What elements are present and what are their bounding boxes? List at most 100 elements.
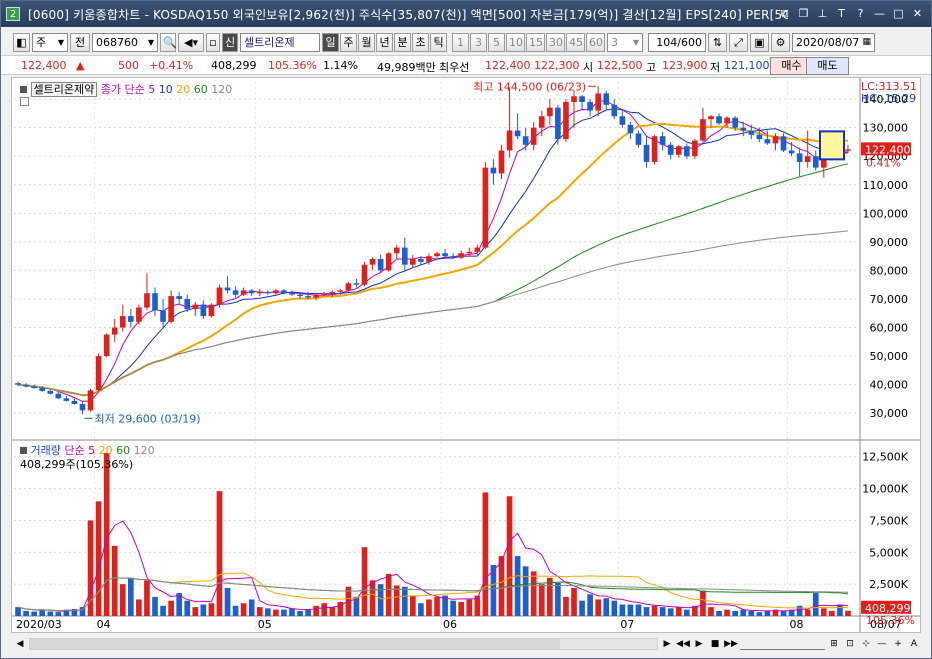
candle-body bbox=[563, 101, 569, 140]
volume-value: 408,299 bbox=[211, 59, 257, 72]
interval-input[interactable]: 3 ▼ bbox=[607, 33, 643, 52]
window-icon: 2 bbox=[6, 7, 20, 21]
play-back-icon[interactable]: ◀◀ bbox=[676, 639, 690, 649]
chart-svg[interactable]: 140,000130,000120,000110,000100,00090,00… bbox=[12, 78, 920, 632]
candle-body bbox=[659, 136, 666, 145]
candle-body bbox=[506, 130, 513, 151]
volume-bar bbox=[71, 608, 78, 616]
volume-bar bbox=[426, 599, 432, 616]
volume-bar bbox=[740, 609, 747, 616]
high-annotation: 최고 144,500 (06/23) bbox=[473, 80, 586, 93]
tab-month[interactable]: 월 bbox=[358, 33, 375, 52]
help-icon[interactable]: ? bbox=[857, 7, 864, 20]
interval-60[interactable]: 60 bbox=[586, 33, 605, 52]
mini-icon[interactable]: ▫ bbox=[206, 33, 220, 52]
candle-body bbox=[466, 251, 473, 254]
volume-bar bbox=[216, 491, 223, 616]
stop-icon[interactable]: ■ bbox=[710, 639, 720, 649]
scroll-left-icon[interactable]: ◀ bbox=[16, 639, 24, 649]
low-annotation: 최저 29,600 (03/19) bbox=[94, 412, 200, 425]
price-tick-label: 130,000 bbox=[863, 122, 909, 135]
interval-30[interactable]: 30 bbox=[546, 33, 565, 52]
high-price: 123,900 bbox=[662, 59, 708, 72]
x-tick-label: 08 bbox=[790, 618, 804, 631]
chart-scrollbar[interactable]: ◀ ▶ ◀◀ ▶ ■ ▶▶ ⊞ ⊡ ⊹ — + A bbox=[11, 634, 921, 654]
candle-body bbox=[369, 259, 376, 265]
search-icon[interactable]: 🔍 bbox=[160, 33, 177, 52]
date-input[interactable]: 2020/08/07 ▦ bbox=[792, 33, 875, 52]
maximize-icon[interactable]: □ bbox=[893, 7, 904, 20]
hc-label: HC:-15.29 bbox=[861, 92, 917, 105]
tab-second[interactable]: 초 bbox=[412, 33, 429, 52]
zoom-out-icon[interactable]: — bbox=[877, 639, 887, 649]
candle-body bbox=[692, 140, 698, 157]
minimize-icon[interactable]: — bbox=[874, 7, 885, 20]
volume-ma-line bbox=[17, 577, 849, 612]
current-candle-highlight bbox=[819, 130, 845, 161]
candle-body bbox=[667, 144, 674, 155]
save-icon[interactable]: ▣ bbox=[750, 33, 769, 52]
copy-icon[interactable]: ❐ bbox=[798, 7, 809, 20]
tab-day[interactable]: 일 bbox=[322, 33, 339, 52]
interval-10[interactable]: 10 bbox=[506, 33, 525, 52]
tab-tick[interactable]: 틱 bbox=[430, 33, 447, 52]
close-icon[interactable]: ✕ bbox=[912, 7, 923, 20]
scroll-right-icon[interactable]: ▶ bbox=[663, 639, 671, 649]
link-icon[interactable]: ⧉ bbox=[780, 7, 789, 20]
chart-area[interactable]: 140,000 130,000 120,000 110,000 100,000 90,00… bbox=[11, 77, 921, 633]
candle-body bbox=[329, 291, 336, 294]
pin-icon[interactable]: ⊥ bbox=[817, 7, 828, 20]
interval-5[interactable]: 5 bbox=[488, 33, 505, 52]
volume-bar bbox=[692, 605, 698, 616]
font-icon[interactable]: T bbox=[838, 7, 845, 20]
volume-bar bbox=[103, 452, 110, 616]
sell-button[interactable]: 매도 bbox=[806, 57, 849, 75]
interval-45[interactable]: 45 bbox=[566, 33, 585, 52]
indicator-icon[interactable]: ⇅ bbox=[708, 33, 727, 52]
interval-3[interactable]: 3 bbox=[470, 33, 487, 52]
volume-bar bbox=[273, 609, 279, 616]
prev-button[interactable]: 전 bbox=[70, 33, 90, 52]
last-volume-label: 408,299 bbox=[865, 602, 911, 615]
panel-marker-icon bbox=[20, 86, 27, 93]
candle-body bbox=[240, 290, 247, 295]
volume-bar bbox=[748, 610, 755, 616]
candle-body bbox=[571, 96, 577, 102]
zoom-icon[interactable]: ⊞ bbox=[830, 639, 838, 649]
sin-button[interactable]: 신 bbox=[222, 33, 238, 52]
vma20-label: 20 bbox=[98, 444, 113, 457]
volume-bar bbox=[192, 607, 199, 616]
tab-week[interactable]: 주 bbox=[340, 33, 357, 52]
tab-minute[interactable]: 분 bbox=[394, 33, 411, 52]
interval-1[interactable]: 1 bbox=[452, 33, 469, 52]
fit-icon[interactable]: ⊡ bbox=[846, 639, 854, 649]
volume-bar bbox=[111, 545, 118, 616]
play-forward-icon[interactable]: ▶▶ bbox=[724, 639, 738, 649]
text-tool-icon[interactable]: A bbox=[910, 639, 918, 649]
chart-toolbar: ◧ 주 ▼ 전 068760 ▼ 🔍 ◀▾ ▫ 신 셀트리온제 일 주 월 년 … bbox=[1, 30, 931, 55]
count-field[interactable]: 104/600 bbox=[648, 33, 706, 52]
priority-label: 최우선 bbox=[439, 61, 470, 74]
scroll-thumb[interactable] bbox=[30, 639, 560, 649]
gear-icon[interactable]: ⚙ bbox=[771, 33, 790, 52]
cursor-icon[interactable]: ⊹ bbox=[862, 639, 870, 649]
price-ma-line bbox=[17, 163, 849, 396]
chevron-down-icon: ▼ bbox=[632, 38, 639, 47]
grid-toggle-icon[interactable] bbox=[20, 97, 29, 106]
zoom-in-icon[interactable]: + bbox=[894, 639, 902, 649]
candle-body bbox=[788, 150, 795, 154]
volume-bar bbox=[764, 610, 771, 616]
speed-slider[interactable] bbox=[740, 638, 825, 650]
draw-icon[interactable]: ⤢ bbox=[729, 33, 748, 52]
tab-year[interactable]: 년 bbox=[376, 33, 393, 52]
volume-bar bbox=[55, 612, 62, 616]
volume-bar bbox=[829, 610, 835, 616]
stock-code-input[interactable]: 068760 ▼ bbox=[92, 33, 158, 52]
sound-icon[interactable]: ◀▾ bbox=[178, 33, 204, 52]
trade-amount: 49,989백만 bbox=[377, 61, 436, 74]
interval-15[interactable]: 15 bbox=[526, 33, 545, 52]
layout-icon[interactable]: ◧ bbox=[13, 33, 30, 52]
period-select[interactable]: 주 ▼ bbox=[32, 33, 68, 52]
play-icon[interactable]: ▶ bbox=[695, 639, 703, 649]
scroll-track[interactable] bbox=[29, 638, 658, 650]
